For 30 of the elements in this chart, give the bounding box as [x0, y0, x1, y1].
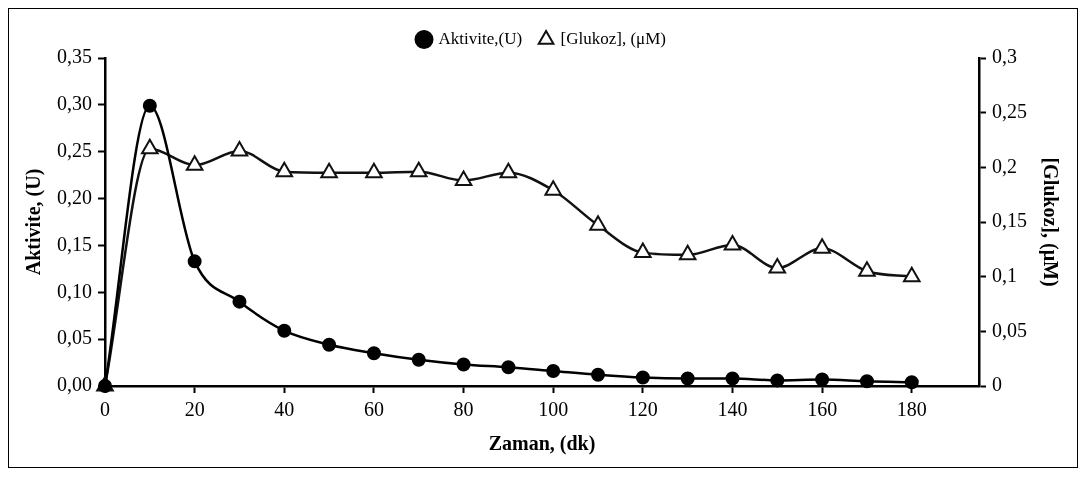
y-tick-label: 0,25	[57, 138, 92, 161]
x-tick-label: 160	[807, 398, 838, 421]
x-tick-label: 0	[100, 398, 110, 421]
y-tick-label: 0,30	[57, 92, 92, 115]
y2-tick-label: 0	[992, 373, 1002, 396]
x-tick-label: 40	[274, 398, 295, 421]
x-tick-label: 120	[627, 398, 658, 421]
y2-tick-label: 0,3	[992, 45, 1017, 68]
x-tick-label: 100	[538, 398, 569, 421]
y2-tick-label: 0,2	[992, 154, 1017, 177]
y-tick-label: 0,10	[57, 279, 92, 302]
y2-axis-title: [Glukoz], (μM)	[1038, 157, 1062, 287]
y-tick-label: 0,20	[57, 185, 92, 208]
x-tick-label: 180	[896, 398, 927, 421]
legend-label: [Glukoz], (μM)	[560, 28, 666, 48]
legend-label: Aktivite,(U)	[438, 28, 523, 48]
x-tick-label: 140	[717, 398, 748, 421]
y2-tick-label: 0,15	[992, 209, 1027, 232]
y-tick-label: 0,00	[57, 373, 92, 396]
y-tick-label: 0,15	[57, 232, 92, 255]
x-tick-label: 20	[184, 398, 205, 421]
y2-tick-label: 0,1	[992, 263, 1017, 286]
y-tick-label: 0,05	[57, 326, 92, 349]
x-tick-label: 60	[363, 398, 384, 421]
y-tick-label: 0,35	[57, 45, 92, 68]
y2-tick-label: 0,25	[992, 99, 1027, 122]
y2-tick-label: 0,05	[992, 318, 1027, 341]
y-axis-title: Aktivite, (U)	[22, 168, 46, 276]
x-tick-label: 80	[453, 398, 474, 421]
x-axis-title: Zaman, (dk)	[488, 432, 596, 456]
